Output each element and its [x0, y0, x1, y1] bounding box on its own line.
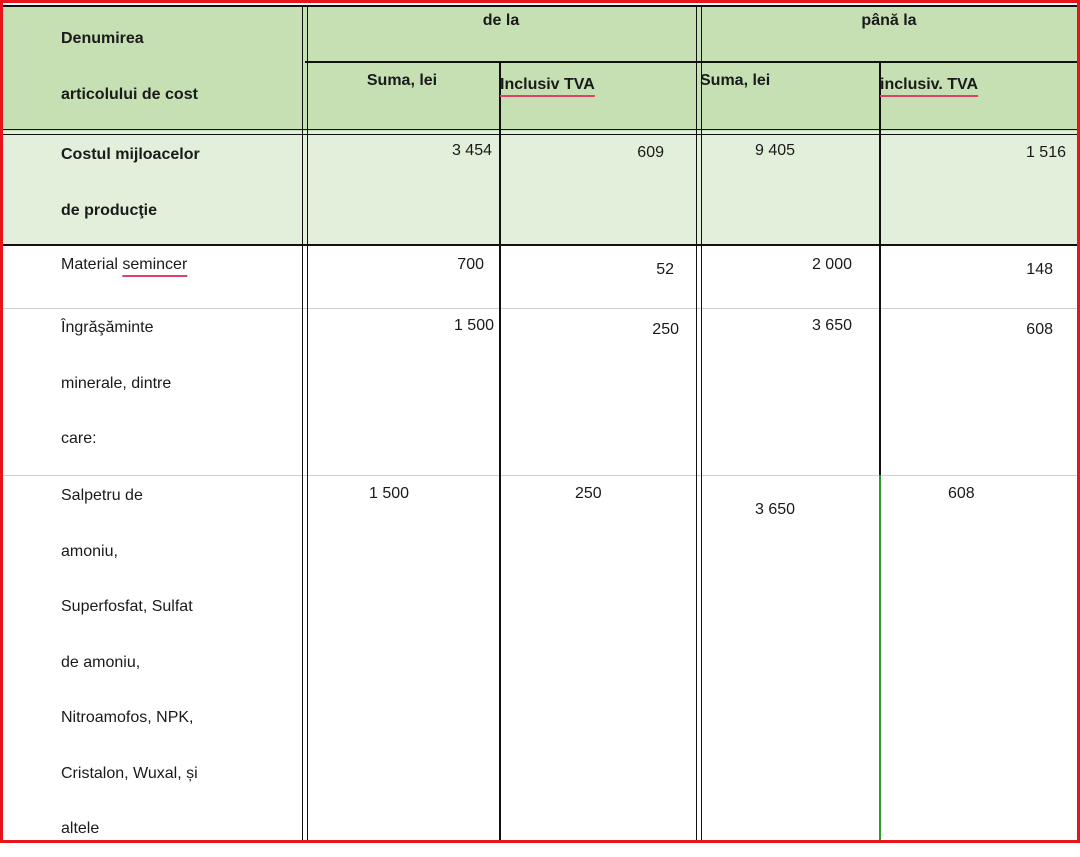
header-item-name: Denumirea articolului de cost [61, 30, 198, 103]
grid-line [3, 308, 1077, 309]
header-to-vat-label: inclusiv. TVA [880, 76, 979, 93]
grid-line [3, 475, 1077, 476]
grid-line [696, 5, 702, 843]
row-to-vat: 148 [1026, 261, 1053, 278]
row-to-sum: 3 650 [811, 317, 852, 334]
header-from-vat-label: Inclusiv TVA [500, 76, 595, 93]
grid-line [3, 129, 1077, 135]
row-name-text: Material [61, 256, 123, 273]
row-from-sum: 700 [457, 256, 484, 273]
header-from-vat: Inclusiv TVA [500, 76, 595, 94]
row-highlight-background [3, 131, 1077, 245]
header-from-sum: Suma, lei [366, 72, 438, 89]
row-name: Salpetru de amoniu, Superfosfat, Sulfat … [61, 487, 198, 837]
row-from-sum: 3 454 [451, 142, 492, 159]
row-from-sum: 1 500 [369, 485, 410, 502]
header-group-from: de la [482, 12, 520, 29]
row-to-sum: 2 000 [811, 256, 852, 273]
row-name-misspelled: semincer [122, 256, 188, 273]
grid-line [499, 61, 501, 843]
row-from-vat: 609 [637, 144, 664, 161]
row-to-vat: 1 516 [1025, 144, 1066, 161]
header-background [3, 5, 1077, 131]
row-from-vat: 250 [652, 321, 679, 338]
row-to-vat: 608 [948, 485, 975, 502]
row-from-vat: 52 [656, 261, 674, 278]
row-to-vat: 608 [1026, 321, 1053, 338]
row-to-sum: 9 405 [755, 142, 796, 159]
row-name: Material semincer [61, 256, 187, 274]
header-to-vat: inclusiv. TVA [880, 76, 978, 94]
header-to-sum: Suma, lei [700, 72, 771, 89]
grid-line [3, 244, 1077, 246]
grid-line [302, 5, 308, 843]
row-name: Îngrăşăminte minerale, dintre care: [61, 319, 172, 447]
row-from-sum: 1 500 [453, 317, 494, 334]
header-group-to: până la [861, 12, 917, 29]
grid-line [879, 475, 881, 843]
grid-line [3, 5, 1077, 7]
row-name: Costul mijloacelor de producţie [61, 146, 200, 219]
grid-line [879, 61, 881, 475]
row-from-vat: 250 [575, 485, 602, 502]
grid-line [305, 61, 1077, 63]
row-to-sum: 3 650 [755, 501, 796, 518]
